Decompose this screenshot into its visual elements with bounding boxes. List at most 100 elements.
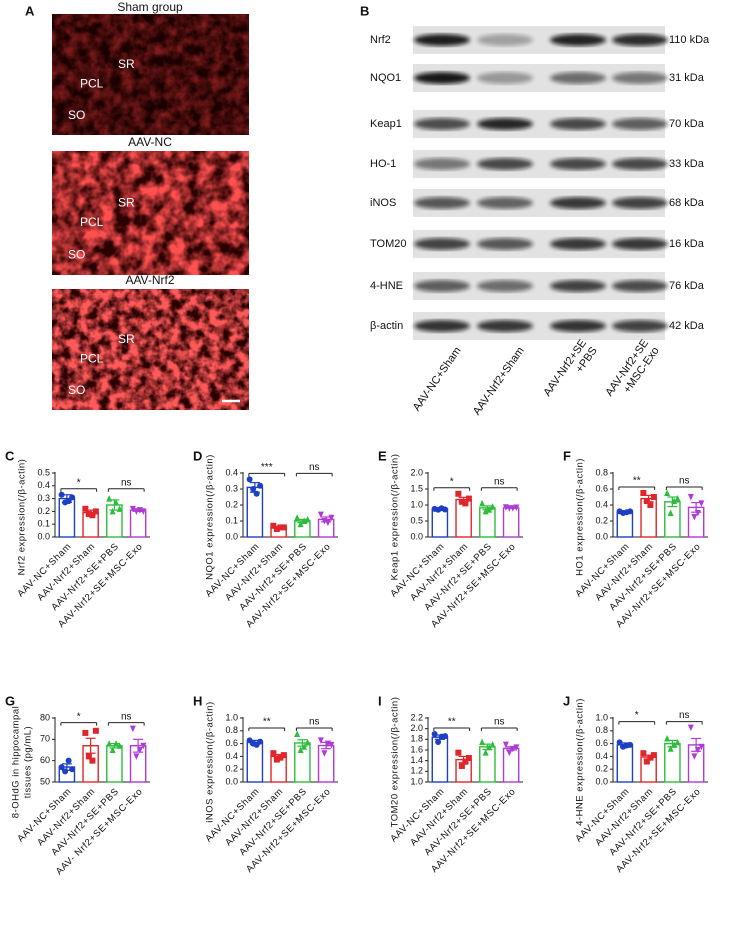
- y-tick-label: 0.4: [595, 751, 608, 761]
- data-point: [674, 738, 681, 746]
- y-tick-label: 0.6: [225, 738, 238, 748]
- data-point: [85, 753, 92, 760]
- data-point: [133, 508, 140, 515]
- data-point: [647, 754, 654, 761]
- data-point: [694, 510, 701, 517]
- panel-label: J: [563, 693, 570, 708]
- data-point: [65, 757, 72, 764]
- y-tick-label: 50: [40, 776, 50, 786]
- column-label: AAV-Nrf2+SE+PBS: [541, 337, 599, 398]
- data-point: [280, 752, 287, 759]
- y-axis-label-line: 4-HNE expression(/β-actin): [575, 698, 586, 826]
- bar: [431, 508, 449, 538]
- data-point: [106, 740, 113, 747]
- bar-chart: G8-OHdG in hippocampal tissues (pg/mL) 50 6…: [5, 693, 150, 877]
- y-axis-label: TOM20 expression(/β-actin): [390, 697, 401, 828]
- blot-band: [414, 34, 470, 46]
- error-bar: [85, 737, 96, 754]
- column-label: AAV-Nrf2+Sham: [471, 345, 527, 418]
- y-tick-label: 0.1: [37, 519, 50, 529]
- data-point: [89, 757, 96, 764]
- data-point: [82, 729, 89, 736]
- y-axis-label: 8-OHdG in hippocampal tissues (pg/mL): [11, 706, 34, 818]
- data-point: [140, 742, 147, 750]
- y-tick-label: 1.2: [410, 766, 423, 776]
- y-tick-label: 2.2: [410, 712, 423, 722]
- y-axis-label: iNOS expression(/β-actin): [205, 701, 216, 822]
- bar-chart: J 4-HNE expression(/β-actin) 0.0 0.2 0.4 0.6 0…: [563, 693, 708, 875]
- y-tick-label: 0.6: [595, 738, 608, 748]
- data-point: [627, 741, 634, 748]
- blot-band: [612, 118, 668, 130]
- data-point: [109, 746, 116, 753]
- significance-label: **: [633, 476, 641, 487]
- blot-band: [550, 118, 606, 130]
- data-point: [328, 741, 335, 749]
- y-tick-label: 0.8: [595, 467, 608, 477]
- protein-label: β-actin: [370, 320, 403, 332]
- protein-label: iNOS: [370, 197, 396, 209]
- data-point: [324, 519, 331, 527]
- protein-label: HO-1: [370, 158, 396, 170]
- data-point: [301, 743, 308, 750]
- significance-label: ns: [309, 717, 320, 728]
- region-label: SR: [118, 195, 135, 209]
- y-axis-label: 4-HNE expression(/β-actin): [575, 698, 586, 826]
- column-label-line: AAV-NC+Sham: [411, 345, 464, 414]
- data-point: [671, 741, 678, 748]
- data-point: [455, 490, 462, 497]
- blot-band: [477, 320, 533, 332]
- y-tick-label: 0.0: [595, 531, 608, 541]
- data-point: [674, 495, 681, 502]
- region-label: PCL: [80, 76, 104, 90]
- data-point: [82, 505, 89, 512]
- blot-band: [612, 34, 668, 46]
- data-point: [270, 522, 277, 529]
- region-label: SR: [118, 332, 135, 346]
- data-point: [479, 499, 486, 507]
- significance-label: ns: [121, 711, 132, 722]
- y-tick-label: 0.1: [225, 515, 238, 525]
- y-tick-label: 0.0: [225, 776, 238, 786]
- blot-band: [550, 158, 606, 170]
- data-point: [65, 498, 72, 505]
- data-point: [294, 730, 301, 737]
- y-tick-label: 60: [40, 755, 50, 765]
- data-point: [482, 749, 489, 756]
- panel-label: A: [25, 3, 35, 18]
- data-point: [458, 763, 465, 769]
- blot-band: [612, 280, 668, 292]
- data-point: [69, 766, 76, 773]
- data-point: [616, 739, 623, 746]
- y-tick-label: 2.0: [410, 467, 423, 477]
- y-axis-label-line: TOM20 expression(/β-actin): [390, 697, 401, 828]
- data-point: [273, 526, 280, 532]
- data-point: [58, 491, 65, 498]
- panel-label: C: [5, 448, 15, 463]
- data-point: [513, 504, 520, 512]
- data-point: [277, 754, 284, 761]
- blot-band: [550, 197, 606, 209]
- bar: [616, 511, 634, 538]
- data-point: [431, 731, 438, 737]
- panel-label: D: [193, 448, 202, 463]
- size-label: 70 kDa: [669, 118, 705, 130]
- y-tick-label: 0.4: [37, 480, 50, 490]
- y-tick-label: 0.2: [595, 515, 608, 525]
- data-point: [667, 745, 674, 752]
- data-point: [92, 508, 99, 515]
- y-tick-label: 1.0: [410, 499, 423, 509]
- protein-label: Keap1: [370, 118, 402, 130]
- size-label: 31 kDa: [669, 72, 705, 84]
- y-axis-label-line: iNOS expression(/β-actin): [205, 701, 216, 822]
- micrograph-texture: [52, 289, 249, 410]
- data-point: [442, 506, 449, 513]
- data-point: [486, 506, 493, 513]
- size-label: 16 kDa: [669, 238, 705, 250]
- protein-label: NQO1: [370, 72, 401, 84]
- blot-band: [612, 238, 668, 250]
- y-tick-label: 0.2: [595, 764, 608, 774]
- y-tick-label: 2.0: [410, 723, 423, 733]
- blot-band: [550, 238, 606, 250]
